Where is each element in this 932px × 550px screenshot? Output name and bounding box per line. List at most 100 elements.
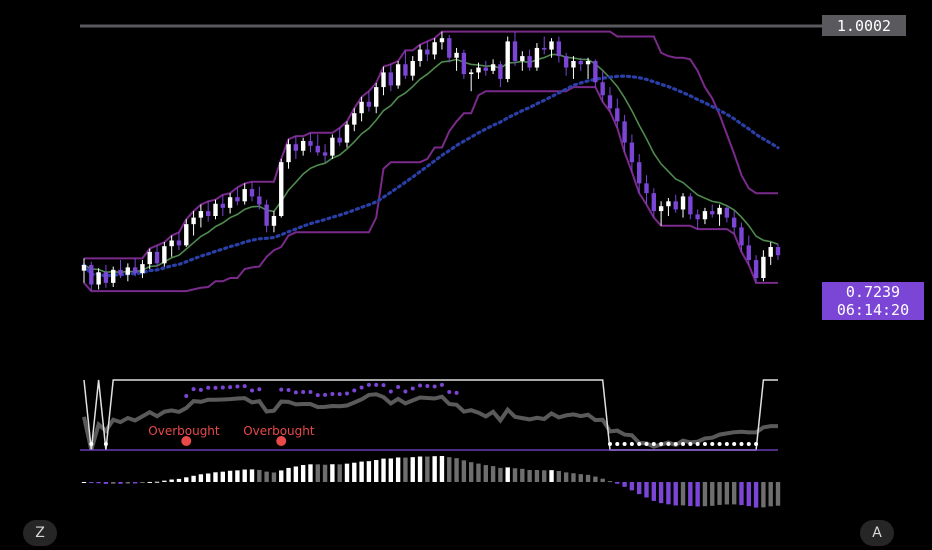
candle-body bbox=[461, 52, 467, 75]
histogram-bar bbox=[344, 463, 350, 482]
candle-body bbox=[147, 251, 152, 265]
candle-body bbox=[527, 56, 532, 68]
histogram-bar bbox=[293, 466, 299, 482]
candle-body bbox=[534, 47, 540, 68]
histogram-bar bbox=[359, 461, 364, 482]
candle-body bbox=[688, 196, 693, 215]
auto-scale-button[interactable]: A bbox=[860, 520, 894, 546]
candle-body bbox=[366, 101, 372, 107]
candle bbox=[688, 193, 693, 220]
candle-body bbox=[337, 137, 342, 143]
histogram-bar bbox=[622, 482, 627, 487]
candle bbox=[731, 211, 737, 234]
histogram-bar bbox=[264, 471, 269, 482]
histogram-bar bbox=[615, 482, 620, 484]
candle bbox=[775, 243, 781, 261]
candle bbox=[315, 134, 320, 156]
candle bbox=[169, 235, 174, 257]
candle-body bbox=[615, 108, 620, 122]
histogram-bar bbox=[96, 482, 101, 484]
candle-body bbox=[629, 142, 635, 163]
extreme-dot bbox=[323, 392, 328, 397]
candle bbox=[710, 204, 715, 218]
candle bbox=[111, 266, 116, 287]
candle bbox=[432, 38, 437, 60]
histogram-bar bbox=[520, 468, 525, 482]
candle bbox=[607, 87, 613, 112]
top-price-label: 1.0002 bbox=[822, 15, 906, 36]
histogram-bar bbox=[490, 466, 496, 482]
candle-body bbox=[271, 216, 277, 226]
candle bbox=[622, 114, 627, 153]
extreme-dot bbox=[235, 384, 240, 389]
candle bbox=[600, 70, 605, 102]
candle bbox=[205, 201, 211, 222]
candle-body bbox=[300, 140, 306, 151]
candle-body bbox=[118, 269, 123, 275]
candle-body bbox=[447, 38, 452, 58]
histogram-bar bbox=[330, 464, 335, 482]
candle-body bbox=[162, 246, 167, 264]
annotation-layer: Overbought Overbought bbox=[148, 424, 315, 446]
histogram-bar bbox=[695, 482, 700, 507]
candle-body bbox=[739, 227, 744, 246]
oversold-dot bbox=[615, 442, 620, 446]
extreme-dot bbox=[425, 384, 430, 389]
candle-body bbox=[746, 245, 751, 261]
candle bbox=[344, 121, 350, 148]
candle-body bbox=[578, 61, 583, 65]
histogram-bar bbox=[366, 461, 372, 482]
candle-body bbox=[607, 95, 613, 109]
candle-body bbox=[724, 207, 730, 218]
candle bbox=[680, 193, 686, 218]
candle bbox=[300, 137, 306, 156]
candle-body bbox=[512, 41, 518, 61]
candle-body bbox=[768, 247, 773, 257]
histogram-bar bbox=[111, 482, 116, 484]
candle bbox=[330, 134, 335, 159]
histogram-bar bbox=[476, 463, 481, 482]
candle bbox=[176, 232, 182, 251]
histogram-bar bbox=[271, 472, 277, 482]
candle-body bbox=[468, 72, 474, 75]
candle-body bbox=[176, 240, 182, 246]
candle bbox=[768, 242, 773, 265]
zoom-button-label: Z bbox=[35, 525, 45, 541]
extreme-dot bbox=[220, 385, 225, 390]
candle-body bbox=[198, 211, 204, 218]
candle bbox=[184, 219, 189, 247]
candle-body bbox=[293, 144, 299, 151]
candle-body bbox=[695, 214, 700, 220]
candle-body bbox=[103, 272, 109, 283]
extreme-dot bbox=[206, 385, 211, 390]
extreme-dot bbox=[396, 384, 401, 389]
oversold-dot bbox=[89, 442, 94, 446]
candle-body bbox=[622, 121, 627, 143]
oversold-dot bbox=[739, 442, 744, 446]
histogram-bar bbox=[717, 482, 722, 505]
zoom-button[interactable]: Z bbox=[23, 520, 57, 546]
histogram-bar bbox=[132, 482, 138, 484]
histogram-bar bbox=[512, 468, 518, 482]
histogram-bar bbox=[322, 464, 328, 482]
candle-body bbox=[344, 124, 350, 143]
candle bbox=[191, 211, 196, 236]
candle-body bbox=[644, 183, 649, 194]
candle bbox=[476, 62, 481, 79]
overbought-label: Overbought bbox=[243, 424, 315, 438]
candle-body bbox=[585, 61, 591, 65]
histogram-bar bbox=[753, 482, 759, 508]
candle bbox=[279, 158, 284, 218]
histogram-bar bbox=[637, 482, 642, 495]
overbought-marker bbox=[181, 436, 192, 446]
candle bbox=[220, 194, 225, 216]
candle bbox=[89, 261, 94, 292]
histogram-bar bbox=[300, 465, 306, 482]
histogram-bar bbox=[461, 460, 467, 482]
histogram-bar bbox=[432, 456, 437, 482]
oversold-dot bbox=[710, 442, 715, 446]
extreme-dot bbox=[439, 382, 444, 387]
histogram-bar bbox=[658, 482, 664, 504]
candle-body bbox=[395, 64, 401, 86]
